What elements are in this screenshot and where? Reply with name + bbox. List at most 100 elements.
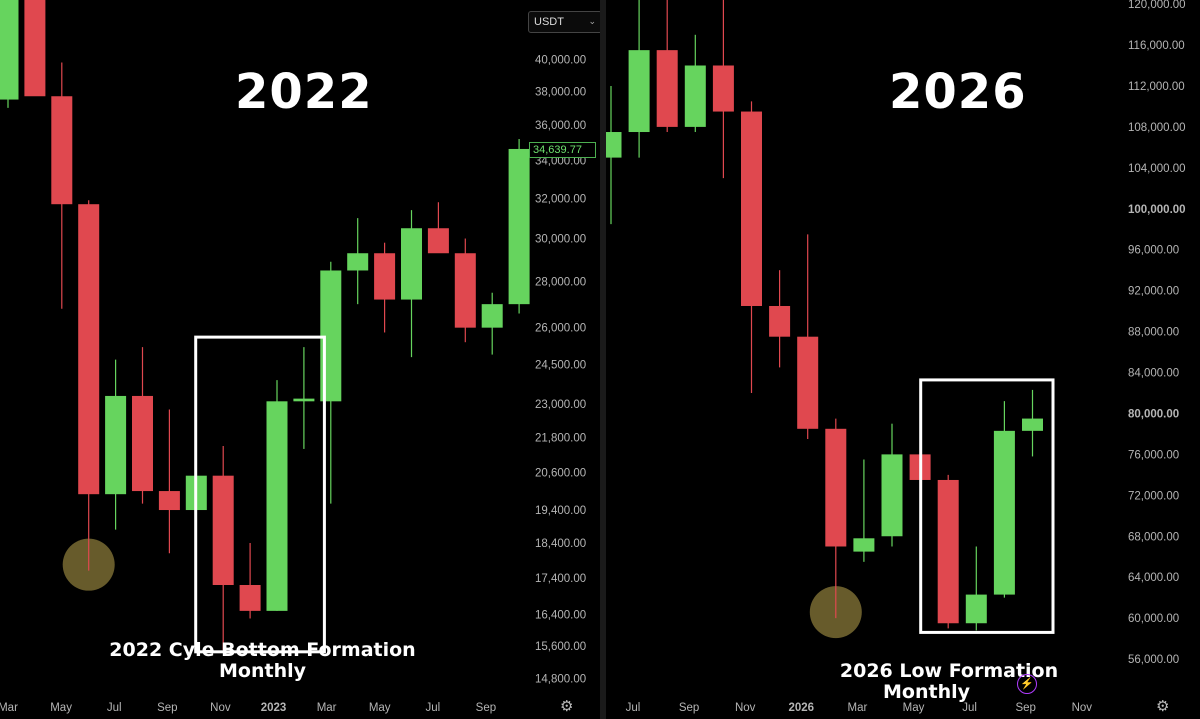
y-tick-label: 20,600.00 xyxy=(535,468,586,480)
candle-body xyxy=(684,65,706,127)
gear-icon[interactable]: ⚙ xyxy=(560,698,574,715)
candle-body xyxy=(266,401,288,611)
candlestick-chart-2022[interactable]: 40,000.00 38,000.00 36,000.00 34,000.00 32,0… xyxy=(0,0,600,719)
candle-body xyxy=(769,305,791,337)
highlight-box xyxy=(919,378,1055,634)
candle-body xyxy=(656,50,678,127)
y-tick-label: 84,000.00 xyxy=(1128,368,1179,380)
caption-line1: 2022 Cyle Bottom Formation xyxy=(109,639,416,661)
y-tick-label: 28,000.00 xyxy=(535,277,586,289)
y-tick-label: 16,400.00 xyxy=(535,610,586,622)
x-tick-label: Nov xyxy=(1072,702,1093,714)
y-tick-label: 38,000.00 xyxy=(535,86,586,98)
candle-body xyxy=(881,454,903,537)
y-tick-label: 30,000.00 xyxy=(535,234,586,246)
caption-line2: Monthly xyxy=(883,681,970,703)
candle-body xyxy=(825,428,847,547)
y-tick-label: 72,000.00 xyxy=(1128,490,1179,502)
candle-body xyxy=(78,204,100,495)
candle-body xyxy=(51,96,73,205)
chart-title-2022: 2022 xyxy=(235,64,373,120)
candle-body xyxy=(212,475,234,585)
y-tick-label: 80,000.00 xyxy=(1128,408,1179,420)
caption-line1: 2026 Low Formation xyxy=(839,660,1059,682)
chart-panel-2026: 120,000.00 116,000.00 112,000.00 108,000.00… xyxy=(606,0,1200,719)
candle-body xyxy=(853,538,875,552)
y-tick-label: 32,000.00 xyxy=(535,193,586,205)
x-tick-label: 2023 xyxy=(261,702,287,714)
caption-2026: 2026 Low Formation Monthly xyxy=(818,661,1080,703)
x-tick-label: Nov xyxy=(735,702,756,714)
chart-title-2026: 2026 xyxy=(889,64,1027,120)
x-tick-label: Jul xyxy=(626,702,641,714)
candle-body xyxy=(508,148,530,305)
candle-body xyxy=(741,111,762,306)
candle-body xyxy=(374,253,396,300)
currency-label: USDT xyxy=(534,16,564,28)
x-tick-label: May xyxy=(50,702,72,714)
currency-select[interactable]: USDT ⌄ xyxy=(528,11,600,33)
x-tick-label: Sep xyxy=(1015,702,1035,714)
y-tick-label: 36,000.00 xyxy=(535,120,586,132)
y-tick-label: 34,000.00 xyxy=(535,156,586,168)
y-tick-label: 60,000.00 xyxy=(1128,613,1179,625)
candle-body xyxy=(427,228,449,254)
y-tick-label: 100,000.00 xyxy=(1128,204,1186,216)
gear-icon[interactable]: ⚙ xyxy=(1156,698,1170,715)
y-tick-label: 104,000.00 xyxy=(1128,163,1186,175)
y-tick-label: 40,000.00 xyxy=(535,54,586,66)
panel-divider xyxy=(600,0,606,719)
candle-body xyxy=(24,0,46,97)
candle-body xyxy=(239,584,261,611)
x-tick-label: Sep xyxy=(679,702,699,714)
x-tick-label: Sep xyxy=(157,702,177,714)
candle-body xyxy=(105,395,127,495)
y-tick-label: 112,000.00 xyxy=(1128,81,1185,93)
candle-body xyxy=(993,430,1015,595)
current-price-tag: 34,639.77 xyxy=(529,142,596,158)
x-tick-label: Mar xyxy=(0,702,18,714)
x-tick-label: Jul xyxy=(107,702,122,714)
candle-body xyxy=(481,304,503,328)
y-tick-label: 64,000.00 xyxy=(1128,572,1179,584)
x-tick-label: Mar xyxy=(317,702,337,714)
candle-body xyxy=(158,491,180,511)
candle-body xyxy=(797,336,819,429)
candle-body xyxy=(628,50,650,133)
y-tick-label: 68,000.00 xyxy=(1128,531,1179,543)
x-tick-label: Sep xyxy=(476,702,496,714)
y-tick-label: 26,000.00 xyxy=(535,323,586,335)
candle-body xyxy=(347,253,369,271)
x-tick-label: May xyxy=(369,702,391,714)
candle-body xyxy=(0,0,19,100)
caption-line2: Monthly xyxy=(219,660,306,682)
y-tick-label: 23,000.00 xyxy=(535,399,586,411)
caption-2022: 2022 Cyle Bottom Formation Monthly xyxy=(100,640,425,682)
x-tick-label: May xyxy=(903,702,925,714)
candle-body xyxy=(937,479,959,624)
x-tick-label: Mar xyxy=(847,702,867,714)
y-tick-label: 21,800.00 xyxy=(535,432,586,444)
y-tick-label: 88,000.00 xyxy=(1128,327,1179,339)
y-tick-label: 14,800.00 xyxy=(535,674,586,686)
y-tick-label: 15,600.00 xyxy=(535,641,586,653)
y-tick-label: 17,400.00 xyxy=(535,573,586,585)
candle-body xyxy=(606,132,622,158)
y-tick-label: 120,000.00 xyxy=(1128,0,1186,11)
candle-body xyxy=(1022,418,1043,431)
x-tick-label: Jul xyxy=(425,702,440,714)
candle-body xyxy=(132,395,153,492)
chevron-down-icon: ⌄ xyxy=(588,16,596,26)
y-tick-label: 96,000.00 xyxy=(1128,245,1179,257)
y-tick-label: 19,400.00 xyxy=(535,505,586,517)
candle-body xyxy=(401,228,422,300)
y-tick-label: 92,000.00 xyxy=(1128,286,1179,298)
x-tick-label: Nov xyxy=(210,702,231,714)
y-tick-label: 116,000.00 xyxy=(1128,40,1185,52)
x-tick-label: 2026 xyxy=(789,702,815,714)
y-tick-label: 76,000.00 xyxy=(1128,449,1179,461)
lightning-icon[interactable]: ⚡ xyxy=(1017,674,1037,694)
candlestick-chart-2026[interactable]: 120,000.00 116,000.00 112,000.00 108,000.00… xyxy=(606,0,1200,719)
y-tick-label: 108,000.00 xyxy=(1128,122,1186,134)
x-tick-label: Jul xyxy=(962,702,977,714)
